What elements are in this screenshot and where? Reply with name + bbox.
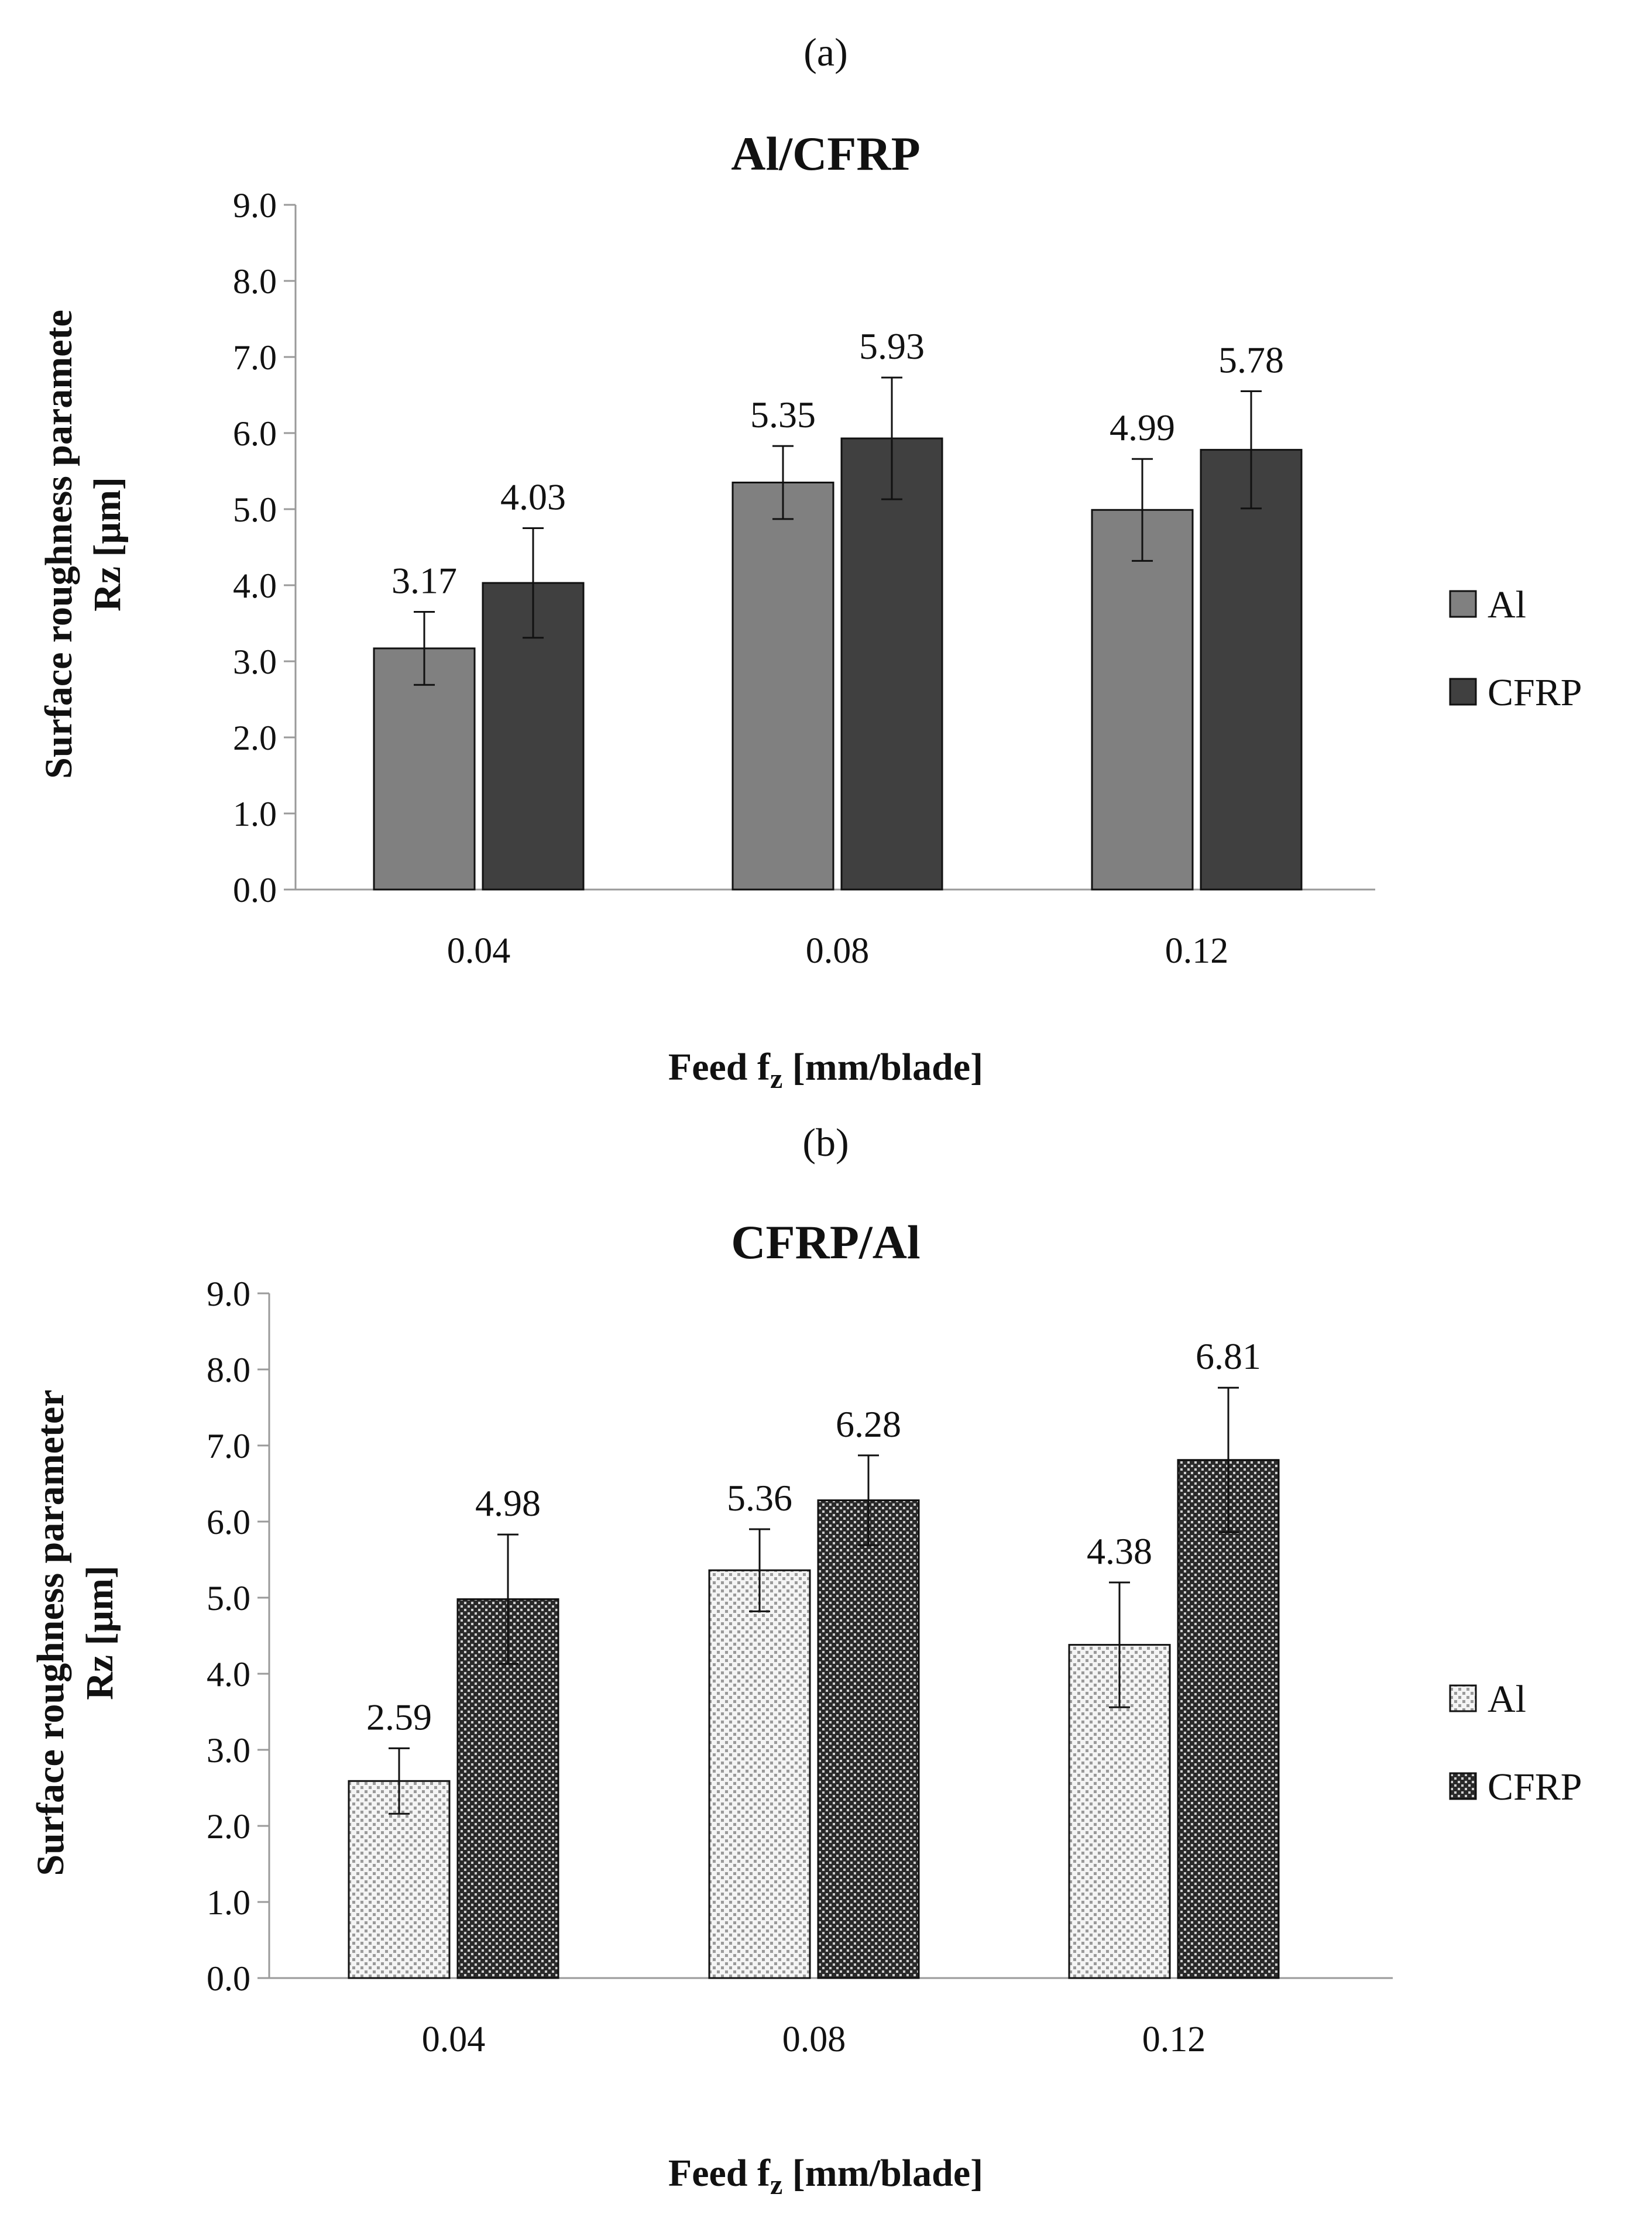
chart-panel-a: (a) Al/CFRP Surface roughness paramete R… <box>37 30 1582 1094</box>
data-label-cfrp-a-0: 4.03 <box>500 476 566 518</box>
y-tick-label-a: 9.0 <box>233 186 277 225</box>
y-tick-label-a: 6.0 <box>233 414 277 453</box>
data-label-cfrp-a-2: 5.78 <box>1218 339 1284 381</box>
y-tick-label-b: 8.0 <box>207 1351 250 1389</box>
x-category-label-b: 0.08 <box>782 2020 846 2059</box>
y-tick-label-b: 0.0 <box>207 1959 250 1998</box>
x-axis-categories-a: 0.04 0.08 0.12 <box>447 931 1229 971</box>
figure: (a) Al/CFRP Surface roughness paramete R… <box>0 0 1652 2218</box>
x-axis-title-b: Feed fz [mm/blade] <box>668 2152 983 2200</box>
legend-a: Al CFRP <box>1450 583 1582 714</box>
y-tick-label-b: 9.0 <box>207 1275 250 1313</box>
y-tick-label-a: 5.0 <box>233 490 277 529</box>
x-category-label-a: 0.08 <box>806 931 870 971</box>
bar-al-b-1 <box>709 1570 810 1978</box>
data-label-al-b-2: 4.38 <box>1087 1530 1152 1572</box>
y-tick-label-b: 5.0 <box>207 1579 250 1618</box>
legend-label-al-b: Al <box>1488 1678 1526 1721</box>
data-label-al-a-0: 3.17 <box>391 560 457 602</box>
bar-al-a-1 <box>733 483 833 890</box>
y-tick-label-b: 1.0 <box>207 1883 250 1922</box>
y-tick-label-a: 7.0 <box>233 338 277 377</box>
legend-label-al-a: Al <box>1488 583 1526 626</box>
data-label-cfrp-b-1: 6.28 <box>836 1403 901 1445</box>
x-axis-categories-b: 0.04 0.08 0.12 <box>422 2020 1206 2059</box>
bars-a: 3.17 4.03 5.35 5.93 4.99 5.78 <box>374 325 1301 890</box>
legend-label-cfrp-a: CFRP <box>1488 671 1582 714</box>
legend-swatch-cfrp-a <box>1450 679 1476 705</box>
y-axis-title-b-line1: Surface roughness parameter <box>29 1390 72 1876</box>
y-axis-ticks-a: 0.0 1.0 2.0 3.0 4.0 5.0 6.0 7.0 8.0 9.0 <box>233 186 296 909</box>
y-tick-label-b: 2.0 <box>207 1807 250 1846</box>
x-category-label-b: 0.04 <box>422 2020 486 2059</box>
chart-panel-b: (b) CFRP/Al Surface roughness parameter … <box>29 1120 1582 2200</box>
y-axis-title-a-line1: Surface roughness paramete <box>37 310 80 779</box>
y-tick-label-b: 7.0 <box>207 1427 250 1465</box>
bar-cfrp-b-2 <box>1178 1460 1279 1978</box>
legend-b: Al CFRP <box>1450 1678 1582 1808</box>
y-tick-label-b: 4.0 <box>207 1655 250 1694</box>
y-tick-label-a: 3.0 <box>233 643 277 681</box>
y-tick-label-a: 1.0 <box>233 795 277 833</box>
bar-al-a-2 <box>1092 510 1193 890</box>
panel-label-a: (a) <box>803 30 847 74</box>
data-label-cfrp-b-2: 6.81 <box>1196 1335 1261 1377</box>
y-tick-label-a: 8.0 <box>233 262 277 301</box>
x-category-label-b: 0.12 <box>1142 2020 1206 2059</box>
legend-swatch-al-a <box>1450 591 1476 617</box>
y-tick-label-b: 3.0 <box>207 1731 250 1770</box>
data-label-cfrp-a-1: 5.93 <box>859 325 925 367</box>
data-label-al-b-1: 5.36 <box>727 1477 792 1519</box>
data-label-al-a-1: 5.35 <box>750 394 816 435</box>
y-axis-ticks-b: 0.0 1.0 2.0 3.0 4.0 5.0 6.0 7.0 8.0 9.0 <box>207 1275 269 1998</box>
data-label-al-b-0: 2.59 <box>366 1696 432 1738</box>
x-category-label-a: 0.12 <box>1165 931 1229 971</box>
y-tick-label-a: 4.0 <box>233 566 277 605</box>
legend-swatch-cfrp-b <box>1450 1773 1476 1799</box>
bar-cfrp-b-1 <box>818 1501 919 1978</box>
y-axis-title-a-line2: Rz [μm] <box>86 477 129 612</box>
chart-title-a: Al/CFRP <box>731 127 920 180</box>
legend-label-cfrp-b: CFRP <box>1488 1766 1582 1808</box>
data-label-al-a-2: 4.99 <box>1110 407 1175 448</box>
bar-cfrp-a-2 <box>1201 450 1301 890</box>
x-category-label-a: 0.04 <box>447 931 511 971</box>
y-tick-label-b: 6.0 <box>207 1503 250 1541</box>
panel-label-b: (b) <box>802 1120 849 1165</box>
y-tick-label-a: 0.0 <box>233 871 277 909</box>
bar-cfrp-a-1 <box>842 438 942 890</box>
y-axis-title-b-line2: Rz [μm] <box>78 1565 121 1700</box>
data-label-cfrp-b-0: 4.98 <box>475 1482 541 1524</box>
y-tick-label-a: 2.0 <box>233 719 277 757</box>
x-axis-title-a: Feed fz [mm/blade] <box>668 1046 983 1094</box>
chart-title-b: CFRP/Al <box>731 1216 920 1269</box>
legend-swatch-al-b <box>1450 1685 1476 1711</box>
bars-b: 2.59 4.98 5.36 6.28 4.38 6.81 <box>349 1335 1279 1978</box>
